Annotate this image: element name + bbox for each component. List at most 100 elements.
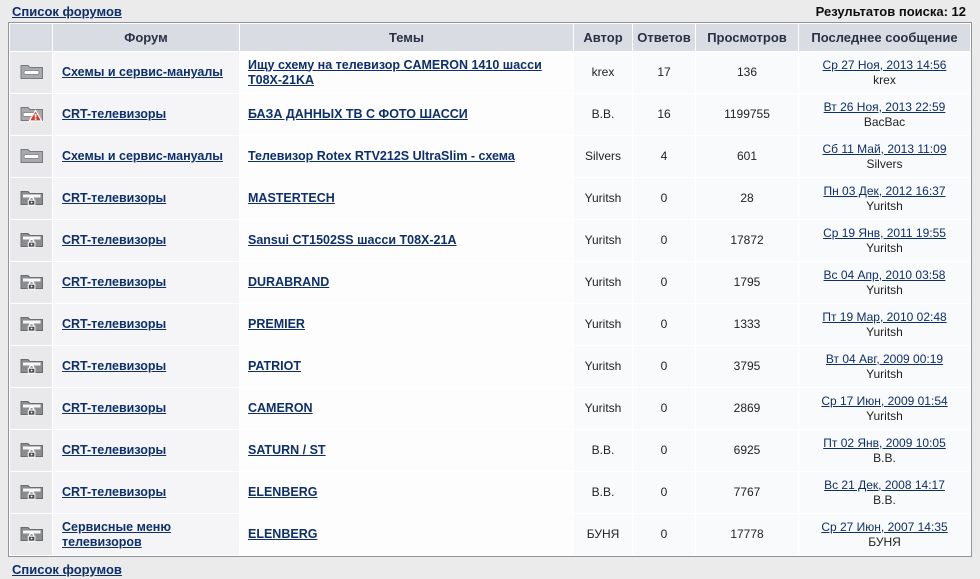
forum-list-link-bottom[interactable]: Список форумов [12, 562, 122, 577]
views-cell: 3795 [696, 346, 798, 387]
author-cell: Yuritsh [574, 304, 632, 345]
forum-list-link[interactable]: Список форумов [12, 4, 122, 19]
folder-locked-icon [19, 271, 44, 291]
topic-cell: SATURN / ST [240, 430, 573, 471]
topic-link[interactable]: ELENBERG [248, 527, 318, 541]
replies-cell: 0 [633, 262, 695, 303]
table-row: CRT-телевизоры ELENBERG В.В. 0 7767 Вс 2… [10, 472, 970, 513]
topic-status-cell [10, 430, 52, 471]
forum-link[interactable]: Схемы и сервис-мануалы [62, 149, 223, 163]
topic-cell: Sansui CT1502SS шасси T08X-21A [240, 220, 573, 261]
replies-cell: 17 [633, 52, 695, 93]
folder-locked-icon [19, 313, 44, 333]
last-post-date-link[interactable]: Сб 11 Май, 2013 11:09 [822, 141, 947, 156]
last-post-date-link[interactable]: Вс 04 Апр, 2010 03:58 [823, 267, 946, 282]
forum-cell: Схемы и сервис-мануалы [53, 136, 239, 177]
forum-link[interactable]: CRT-телевизоры [62, 275, 167, 289]
views-cell: 1333 [696, 304, 798, 345]
forum-cell: CRT-телевизоры [53, 346, 239, 387]
replies-cell: 0 [633, 430, 695, 471]
forum-link[interactable]: CRT-телевизоры [62, 401, 167, 415]
author-cell: Silvers [574, 136, 632, 177]
author-cell: Yuritsh [574, 346, 632, 387]
last-post-date-link[interactable]: Вт 04 Авг, 2009 00:19 [825, 351, 944, 366]
topic-status-cell [10, 52, 52, 93]
topic-link[interactable]: PREMIER [248, 317, 305, 331]
topic-link[interactable]: Ищу схему на телевизор CAMERON 1410 шасс… [248, 57, 542, 87]
header-views: Просмотров [696, 24, 798, 51]
folder-locked-icon [19, 355, 44, 375]
forum-link[interactable]: CRT-телевизоры [62, 317, 167, 331]
topic-link[interactable]: ELENBERG [248, 485, 318, 499]
table-row: Сервисные меню телевизоров ELENBERG БУНЯ… [10, 514, 970, 555]
last-post-date-link[interactable]: Пт 02 Янв, 2009 10:05 [823, 435, 946, 450]
forum-link[interactable]: CRT-телевизоры [62, 233, 167, 247]
table-row: CRT-телевизоры PREMIER Yuritsh 0 1333 Пт… [10, 304, 970, 345]
views-cell: 17872 [696, 220, 798, 261]
topic-link[interactable]: БАЗА ДАННЫХ ТВ С ФОТО ШАССИ [248, 107, 468, 121]
search-results-table: Форум Темы Автор Ответов Просмотров Посл… [8, 22, 972, 557]
replies-cell: 0 [633, 388, 695, 429]
folder-locked-icon [19, 481, 44, 501]
last-post-cell: Вс 04 Апр, 2010 03:58 Yuritsh [799, 262, 970, 303]
last-post-author: Yuritsh [866, 282, 903, 297]
forum-cell: CRT-телевизоры [53, 94, 239, 135]
topic-status-cell [10, 472, 52, 513]
last-post-author: БУНЯ [868, 534, 901, 549]
last-post-date-link[interactable]: Ср 19 Янв, 2011 19:55 [823, 225, 946, 240]
footer-bar: Список форумов [12, 561, 980, 579]
table-row: CRT-телевизоры Sansui CT1502SS шасси T08… [10, 220, 970, 261]
last-post-date-link[interactable]: Пт 19 Мар, 2010 02:48 [822, 309, 947, 324]
replies-cell: 16 [633, 94, 695, 135]
topic-cell: PREMIER [240, 304, 573, 345]
last-post-author: Yuritsh [866, 324, 903, 339]
topic-cell: ELENBERG [240, 514, 573, 555]
topic-status-cell [10, 178, 52, 219]
topic-link[interactable]: Телевизор Rotex RTV212S UltraSlim - схем… [248, 149, 515, 163]
last-post-cell: Вс 21 Дек, 2008 14:17 В.В. [799, 472, 970, 513]
topic-link[interactable]: DURABRAND [248, 275, 330, 289]
forum-link[interactable]: Сервисные меню телевизоров [62, 519, 172, 549]
last-post-cell: Ср 17 Июн, 2009 01:54 Yuritsh [799, 388, 970, 429]
top-bar: Список форумов Результатов поиска: 12 [0, 0, 980, 22]
forum-link[interactable]: CRT-телевизоры [62, 359, 167, 373]
last-post-author: Yuritsh [866, 408, 903, 423]
forum-link[interactable]: CRT-телевизоры [62, 485, 167, 499]
forum-cell: Схемы и сервис-мануалы [53, 52, 239, 93]
folder-announce-icon [19, 103, 44, 123]
topic-cell: DURABRAND [240, 262, 573, 303]
topic-link[interactable]: CAMERON [248, 401, 313, 415]
table-row: Схемы и сервис-мануалы Ищу схему на теле… [10, 52, 970, 93]
forum-link[interactable]: Схемы и сервис-мануалы [62, 65, 223, 79]
last-post-date-link[interactable]: Вт 26 Ноя, 2013 22:59 [823, 99, 946, 114]
topic-link[interactable]: PATRIOT [248, 359, 302, 373]
last-post-cell: Пн 03 Дек, 2012 16:37 Yuritsh [799, 178, 970, 219]
last-post-author: В.В. [873, 492, 896, 507]
table-header-row: Форум Темы Автор Ответов Просмотров Посл… [10, 24, 970, 51]
last-post-date-link[interactable]: Ср 17 Июн, 2009 01:54 [821, 393, 948, 408]
last-post-author: Yuritsh [866, 366, 903, 381]
last-post-date-link[interactable]: Ср 27 Июн, 2007 14:35 [821, 519, 948, 534]
table-row: CRT-телевизоры БАЗА ДАННЫХ ТВ С ФОТО ШАС… [10, 94, 970, 135]
topic-cell: CAMERON [240, 388, 573, 429]
author-cell: В.В. [574, 472, 632, 513]
topic-link[interactable]: Sansui CT1502SS шасси T08X-21A [248, 233, 457, 247]
topic-link[interactable]: SATURN / ST [248, 443, 326, 457]
forum-link[interactable]: CRT-телевизоры [62, 191, 167, 205]
replies-cell: 0 [633, 346, 695, 387]
topic-status-cell [10, 262, 52, 303]
author-cell: В.В. [574, 430, 632, 471]
forum-cell: Сервисные меню телевизоров [53, 514, 239, 555]
forum-cell: CRT-телевизоры [53, 178, 239, 219]
last-post-date-link[interactable]: Ср 27 Ноя, 2013 14:56 [822, 57, 947, 72]
forum-cell: CRT-телевизоры [53, 220, 239, 261]
forum-link[interactable]: CRT-телевизоры [62, 107, 167, 121]
header-replies: Ответов [633, 24, 695, 51]
topic-link[interactable]: MASTERTECH [248, 191, 335, 205]
author-cell: krex [574, 52, 632, 93]
author-cell: Yuritsh [574, 388, 632, 429]
last-post-date-link[interactable]: Вс 21 Дек, 2008 14:17 [824, 477, 945, 492]
last-post-date-link[interactable]: Пн 03 Дек, 2012 16:37 [823, 183, 946, 198]
author-cell: В.В. [574, 94, 632, 135]
forum-link[interactable]: CRT-телевизоры [62, 443, 167, 457]
